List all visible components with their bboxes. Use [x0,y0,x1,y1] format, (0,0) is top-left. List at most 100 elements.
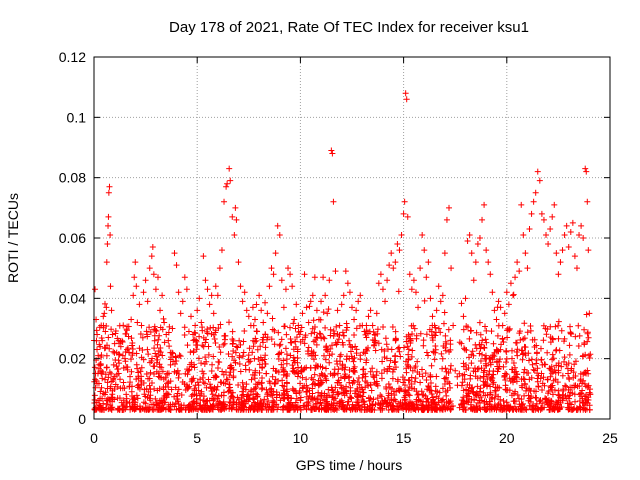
noise-point [103,352,110,359]
noise-point [440,320,447,327]
noise-point [287,404,294,411]
noise-point [119,403,126,410]
noise-point [174,390,181,397]
noise-point [359,393,366,400]
noise-point [233,406,240,413]
noise-point [511,369,518,376]
noise-point [162,391,169,398]
noise-point [216,344,223,351]
noise-point [512,398,519,405]
data-point [452,367,459,374]
noise-point [427,380,434,387]
noise-point [166,323,173,330]
noise-point [321,396,328,403]
noise-point [317,331,324,338]
noise-point [212,329,219,336]
data-point [154,274,161,281]
noise-point [432,383,439,390]
noise-point [489,394,496,401]
data-point [134,319,141,326]
chart-title: Day 178 of 2021, Rate Of TEC Index for r… [169,19,529,36]
noise-point [185,406,192,413]
noise-point [350,368,357,375]
noise-point [331,366,338,373]
noise-point [166,343,173,350]
noise-point [488,374,495,381]
noise-point [162,383,169,390]
noise-point [568,367,575,374]
noise-point [367,381,374,388]
noise-point [320,352,327,359]
noise-point [294,405,301,412]
noise-point [125,333,132,340]
noise-point [564,404,571,411]
data-point [179,298,186,305]
noise-point [239,353,246,360]
noise-point [526,402,533,409]
noise-point [587,391,594,398]
noise-point [157,349,164,356]
data-point [394,241,401,248]
noise-point [576,332,583,339]
noise-point [329,394,336,401]
data-point [415,304,422,311]
noise-point [567,323,574,330]
noise-point [236,360,243,367]
noise-point [248,387,255,394]
noise-point [293,334,300,341]
noise-point [346,337,353,344]
noise-point [354,378,361,385]
noise-point [304,399,311,406]
data-point [276,231,283,238]
noise-point [516,330,523,337]
y-tick-label: 0.06 [59,230,86,246]
noise-point [549,335,556,342]
noise-point [323,406,330,413]
noise-point [129,340,136,347]
x-axis-label: GPS time / hours [296,457,403,473]
noise-point [254,400,261,407]
data-point [470,277,477,284]
noise-point [414,368,421,375]
noise-point [151,337,158,344]
noise-point [500,363,507,370]
noise-point [173,357,180,364]
noise-point [149,355,156,362]
noise-point [158,374,165,381]
data-point [299,310,306,317]
noise-point [343,390,350,397]
noise-point [276,342,283,349]
data-point [460,313,467,320]
noise-point [587,351,594,358]
noise-point [302,334,309,341]
noise-point [335,336,342,343]
noise-point [106,345,113,352]
noise-point [175,374,182,381]
noise-point [181,331,188,338]
x-tick-label: 15 [396,430,412,446]
noise-point [227,394,234,401]
noise-point [246,345,253,352]
axis-ticks: 0 5 10 15 20 25 0 0.02 0.04 0.06 0.08 0.1 0.12 [59,49,618,446]
noise-point [403,338,410,345]
noise-point [511,376,518,383]
data-point [247,322,254,329]
noise-point [435,399,442,406]
noise-point [161,339,168,346]
noise-point [260,339,267,346]
noise-point [558,327,565,334]
noise-point [229,353,236,360]
noise-point [469,348,476,355]
noise-point [384,368,391,375]
noise-point [372,401,379,408]
noise-point [513,349,520,356]
data-point [311,274,318,281]
data-point [185,328,192,335]
noise-point [204,397,211,404]
noise-point [460,400,467,407]
noise-point [362,373,369,380]
noise-point [526,395,533,402]
noise-point [140,399,147,406]
data-point [243,307,250,314]
